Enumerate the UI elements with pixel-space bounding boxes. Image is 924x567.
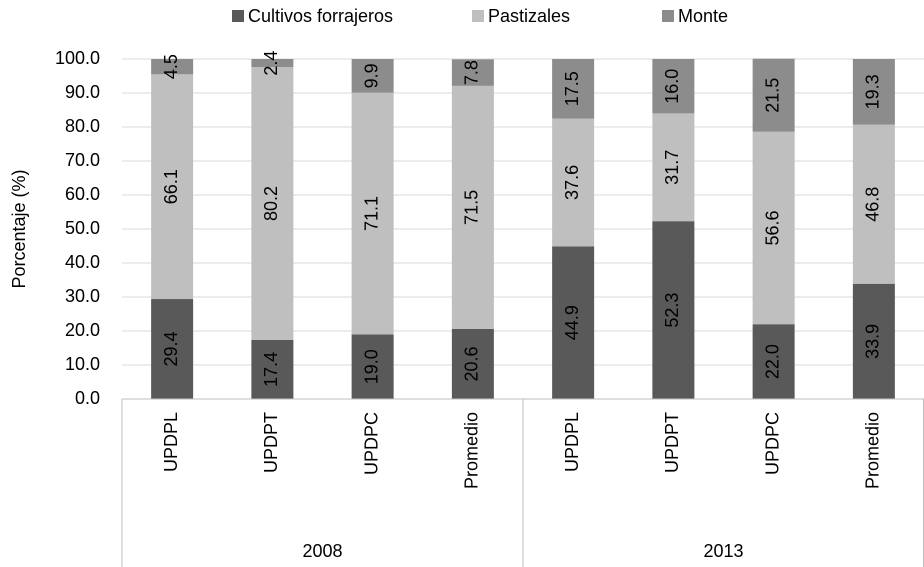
bar-segment bbox=[451, 85, 494, 329]
x-tick-label: UPDPC bbox=[361, 412, 381, 475]
data-label: 7.8 bbox=[462, 60, 482, 85]
bar-segment bbox=[652, 113, 695, 222]
data-label: 80.2 bbox=[261, 186, 281, 221]
bar-segment bbox=[852, 283, 895, 399]
group-label: 2013 bbox=[703, 541, 743, 561]
data-label: 9.9 bbox=[361, 63, 381, 88]
y-tick-label: 100.0 bbox=[55, 48, 100, 68]
bar-segment bbox=[351, 92, 394, 335]
data-label: 19.3 bbox=[863, 74, 883, 109]
legend-label: Cultivos forrajeros bbox=[248, 6, 393, 26]
legend-swatch bbox=[472, 10, 484, 22]
bar-segment bbox=[251, 59, 294, 68]
data-label: 17.4 bbox=[261, 352, 281, 387]
bar-segment bbox=[552, 59, 595, 119]
group-label: 2008 bbox=[302, 541, 342, 561]
bar-segment bbox=[852, 124, 895, 284]
legend-label: Monte bbox=[678, 6, 728, 26]
bar-segment bbox=[552, 118, 595, 247]
bar-segment bbox=[351, 59, 394, 93]
bar-segment bbox=[451, 328, 494, 399]
data-label: 71.1 bbox=[361, 196, 381, 231]
bar-segment bbox=[552, 246, 595, 399]
data-label: 33.9 bbox=[863, 324, 883, 359]
y-tick-label: 70.0 bbox=[65, 150, 100, 170]
data-label: 46.8 bbox=[863, 187, 883, 222]
bar-segment bbox=[752, 58, 795, 132]
x-tick-label: UPDPC bbox=[762, 412, 782, 475]
y-tick-label: 40.0 bbox=[65, 252, 100, 272]
data-label: 66.1 bbox=[161, 169, 181, 204]
x-tick-label: UPDPL bbox=[161, 412, 181, 472]
bar-segment bbox=[752, 324, 795, 399]
data-label: 29.4 bbox=[161, 331, 181, 366]
bar-segment bbox=[852, 59, 895, 125]
bar-segment bbox=[151, 299, 194, 399]
bar-segment bbox=[652, 59, 695, 114]
legend-swatch bbox=[662, 10, 674, 22]
data-label: 52.3 bbox=[662, 293, 682, 328]
data-label: 16.0 bbox=[662, 69, 682, 104]
data-label: 2.4 bbox=[261, 51, 281, 76]
data-label: 31.7 bbox=[662, 150, 682, 185]
data-label: 37.6 bbox=[562, 165, 582, 200]
y-tick-label: 10.0 bbox=[65, 354, 100, 374]
data-label: 71.5 bbox=[462, 190, 482, 225]
bar-segment bbox=[451, 59, 494, 86]
bar-segment bbox=[251, 67, 294, 340]
legend-label: Pastizales bbox=[488, 6, 570, 26]
y-tick-label: 90.0 bbox=[65, 82, 100, 102]
data-label: 17.5 bbox=[562, 71, 582, 106]
y-axis-label: Porcentaje (%) bbox=[9, 169, 29, 288]
bar-segment bbox=[652, 221, 695, 399]
x-tick-label: Promedio bbox=[863, 412, 883, 489]
legend-swatch bbox=[232, 10, 244, 22]
bar-segment bbox=[151, 59, 194, 75]
bar-segment bbox=[151, 74, 194, 300]
y-tick-label: 30.0 bbox=[65, 286, 100, 306]
data-label: 56.6 bbox=[762, 210, 782, 245]
data-label: 20.6 bbox=[462, 346, 482, 381]
y-tick-label: 50.0 bbox=[65, 218, 100, 238]
x-tick-label: UPDPT bbox=[662, 412, 682, 473]
x-tick-label: UPDPT bbox=[261, 412, 281, 473]
data-label: 4.5 bbox=[161, 54, 181, 79]
bar-segment bbox=[351, 334, 394, 399]
data-label: 44.9 bbox=[562, 305, 582, 340]
y-tick-label: 80.0 bbox=[65, 116, 100, 136]
x-tick-label: UPDPL bbox=[562, 412, 582, 472]
data-label: 22.0 bbox=[762, 344, 782, 379]
y-tick-label: 60.0 bbox=[65, 184, 100, 204]
bar-segment bbox=[752, 131, 795, 325]
y-tick-label: 20.0 bbox=[65, 320, 100, 340]
y-tick-label: 0.0 bbox=[75, 388, 100, 408]
data-label: 21.5 bbox=[762, 78, 782, 113]
data-label: 19.0 bbox=[361, 349, 381, 384]
x-tick-label: Promedio bbox=[462, 412, 482, 489]
bar-segment bbox=[251, 339, 294, 399]
